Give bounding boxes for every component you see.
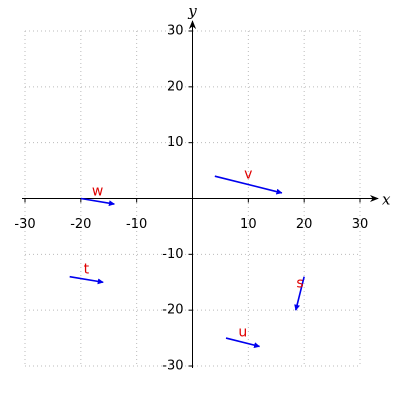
x-tick-label: 20 (296, 217, 313, 232)
y-tick-label: 10 (167, 135, 184, 150)
x-tick-label: -10 (126, 217, 147, 232)
y-axis-label: y (187, 2, 197, 20)
vector-arrow (214, 175, 283, 195)
y-tick-label: -30 (162, 359, 183, 374)
vector-arrow (80, 197, 115, 207)
y-tick-label: -10 (162, 247, 183, 262)
vector-arrow (225, 337, 261, 349)
vector-label: w (92, 183, 103, 199)
vector-label: v (244, 167, 252, 183)
x-tick-label: 10 (240, 217, 257, 232)
y-tick-label: 20 (167, 79, 184, 94)
vector-label: u (238, 324, 247, 340)
vector-arrow (294, 276, 305, 311)
vector-label: t (84, 261, 90, 277)
x-tick-label: 30 (352, 217, 369, 232)
x-axis-label: x (382, 191, 391, 209)
y-tick-label: -20 (162, 303, 183, 318)
vector-label: s (296, 275, 303, 291)
x-tick-label: -30 (14, 217, 35, 232)
vector-arrow (69, 275, 104, 285)
x-tick-label: -20 (70, 217, 91, 232)
y-tick-label: 30 (167, 24, 184, 39)
